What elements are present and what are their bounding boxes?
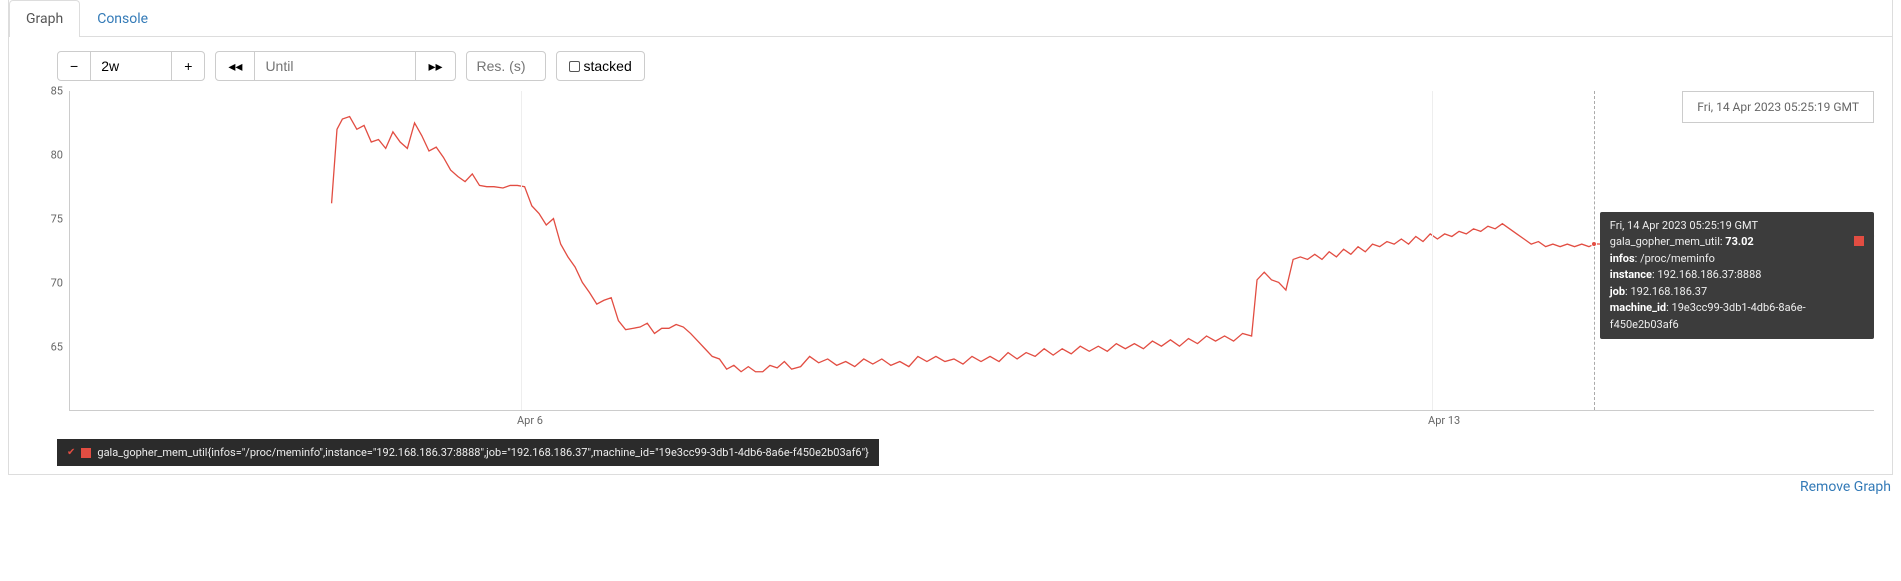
time-nav-group: ◂◂ ▸▸ [215,51,455,81]
range-increase-button[interactable]: + [171,51,205,81]
timestamp-box: Fri, 14 Apr 2023 05:25:19 GMT [1682,91,1874,123]
tooltip-metric: gala_gopher_mem_util: [1610,235,1723,248]
rewind-icon: ◂◂ [228,58,242,75]
stacked-icon [569,61,580,72]
tab-graph[interactable]: Graph [9,0,80,37]
y-tick: 85 [51,85,63,98]
grid-line [521,91,522,410]
x-label: Apr 13 [1428,414,1460,427]
plus-icon: + [184,58,192,74]
chart-plot[interactable]: Fri, 14 Apr 2023 05:25:19 GMT Fri, 14 Ap… [69,91,1874,411]
tab-console[interactable]: Console [80,0,165,37]
until-input[interactable] [255,51,415,81]
grid-line [1432,91,1433,410]
hover-dot [1591,241,1597,247]
toolbar: − + ◂◂ ▸▸ stacked [9,37,1892,91]
hover-line [1594,91,1595,410]
remove-graph-link[interactable]: Remove Graph [0,475,1901,495]
tooltip-timestamp: Fri, 14 Apr 2023 05:25:19 GMT [1610,218,1864,235]
y-axis: 8580757065 [27,91,69,411]
time-forward-button[interactable]: ▸▸ [415,51,455,81]
chart[interactable]: 8580757065 Fri, 14 Apr 2023 05:25:19 GMT… [27,91,1874,431]
y-tick: 70 [51,277,63,290]
minus-icon: − [70,58,78,74]
tooltip-swatch [1854,236,1864,246]
legend-swatch [81,448,91,458]
range-input[interactable] [91,51,171,81]
tab-bar: Graph Console [9,0,1892,37]
y-tick: 65 [51,341,63,354]
range-decrease-button[interactable]: − [57,51,91,81]
y-tick: 75 [51,213,63,226]
check-icon: ✔ [67,447,75,458]
time-back-button[interactable]: ◂◂ [215,51,255,81]
y-tick: 80 [51,149,63,162]
fastforward-icon: ▸▸ [428,58,442,75]
stacked-label: stacked [584,58,632,74]
tooltip: Fri, 14 Apr 2023 05:25:19 GMT gala_gophe… [1600,212,1874,340]
x-label: Apr 6 [517,414,543,427]
resolution-input[interactable] [466,51,546,81]
legend-text: gala_gopher_mem_util{infos="/proc/meminf… [97,446,868,459]
stacked-toggle-button[interactable]: stacked [556,51,645,81]
tooltip-value: 73.02 [1725,235,1753,248]
legend[interactable]: ✔ gala_gopher_mem_util{infos="/proc/memi… [57,439,879,466]
time-range-group: − + [57,51,205,81]
